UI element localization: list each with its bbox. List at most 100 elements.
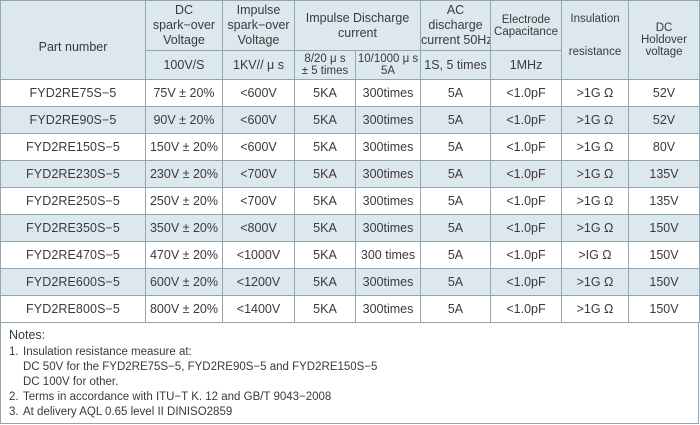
table-row: FYD2RE90S−5 90V ± 20% <600V 5KA 300times 5A <1… [0,106,700,134]
cell-part-number: FYD2RE600S−5 [0,268,146,296]
cell-discharge-8-20: 5KA [294,295,356,323]
cell-discharge-10-1000: 300times [354,79,422,107]
table-row: FYD2RE470S−5 470V ± 20% <1000V 5KA 300 times… [0,241,700,269]
cell-dc-holdover: 52V [628,79,700,107]
header-electrode-line2: Capacitance [494,25,558,38]
cell-insulation: >1G Ω [561,133,630,161]
table-row: FYD2RE75S−5 75V ± 20% <600V 5KA 300times 5A <1… [0,79,700,107]
cell-dc-spark-voltage: 75V ± 20% [145,79,223,107]
header-dc-spark-unit: 100V/S [145,50,223,80]
cell-discharge-8-20: 5KA [294,160,356,188]
cell-part-number: FYD2RE470S−5 [0,241,146,269]
cell-discharge-10-1000: 300times [354,133,422,161]
header-insulation-line1: Insulation [570,13,620,25]
cell-part-number: FYD2RE350S−5 [0,214,146,242]
notes-title: Notes: [9,328,46,342]
cell-part-number: FYD2RE90S−5 [0,106,146,134]
header-impulse-discharge-line1: Impulse Discharge [305,10,410,25]
header-dc-spark-line1: DC [174,3,194,17]
cell-dc-spark-voltage: 800V ± 20% [145,295,223,323]
header-impulse-discharge-line2: current [338,25,377,40]
cell-impulse-spark-voltage: <700V [222,187,295,215]
header-ac-line2: discharge [428,18,483,32]
notes-section: Notes: 1. Insulation resistance measure … [0,322,699,424]
note-text-2: Terms in accordance with ITU−T K. 12 and… [23,391,332,403]
cell-capacitance: <1.0pF [490,106,563,134]
table-row: FYD2RE250S−5 250V ± 20% <700V 5KA 300times 5A… [0,187,700,215]
note-item-1: 1. Insulation resistance measure at: [9,345,698,360]
header-impulse-sub1-line2: ± 5 times [301,65,349,77]
header-impulse-sub1: 8/20 μ s ± 5 times [294,50,356,80]
cell-capacitance: <1.0pF [490,160,563,188]
cell-insulation: >1G Ω [561,187,630,215]
cell-impulse-spark-voltage: <600V [222,79,295,107]
cell-insulation: >IG Ω [561,241,630,269]
cell-part-number: FYD2RE800S−5 [0,295,146,323]
cell-dc-spark-voltage: 250V ± 20% [145,187,223,215]
cell-discharge-10-1000: 300times [354,268,422,296]
cell-ac-discharge: 5A [420,160,492,188]
header-dc-spark-line2: spark−over [152,18,216,32]
header-impulse-discharge: Impulse Discharge current [293,0,422,51]
header-dc-holdover-line3: voltage [645,46,683,58]
cell-dc-spark-voltage: 230V ± 20% [145,160,223,188]
cell-dc-holdover: 150V [628,241,700,269]
note-sub-1b: DC 100V for other. [23,376,119,388]
cell-part-number: FYD2RE150S−5 [0,133,146,161]
cell-impulse-spark-voltage: <600V [222,106,295,134]
header-impulse-spark-unit: 1KV// μ s [222,50,295,80]
cell-capacitance: <1.0pF [490,268,563,296]
cell-part-number: FYD2RE75S−5 [0,79,146,107]
header-part-number: Part number [0,0,146,80]
cell-discharge-10-1000: 300 times [354,241,422,269]
cell-dc-holdover: 135V [628,160,700,188]
cell-discharge-8-20: 5KA [294,214,356,242]
header-impulse-sub1-line1: 8/20 μ s [304,53,346,65]
cell-dc-spark-voltage: 470V ± 20% [145,241,223,269]
header-impulse-spark-line3: Voltage [237,33,280,47]
cell-discharge-8-20: 5KA [294,268,356,296]
header-impulse-sub2-line1: 10/1000 μ s [357,53,419,65]
cell-discharge-8-20: 5KA [294,106,356,134]
note-number-2: 2. [9,391,19,403]
table-row: FYD2RE150S−5 150V ± 20% <600V 5KA 300times 5A… [0,133,700,161]
cell-dc-holdover: 150V [628,214,700,242]
header-impulse-spark-line2: spark−over [227,18,290,32]
cell-dc-holdover: 150V [628,268,700,296]
cell-part-number: FYD2RE250S−5 [0,187,146,215]
cell-impulse-spark-voltage: <600V [222,133,295,161]
header-impulse-spark: Impulse spark−over Voltage [222,0,295,51]
header-ac-discharge: AC discharge current 50Hz [420,0,492,51]
table-row: FYD2RE800S−5 800V ± 20% <1400V 5KA 300times 5… [0,295,700,323]
cell-impulse-spark-voltage: <1000V [222,241,295,269]
note-number-3: 3. [9,406,19,418]
header-impulse-sub2-line2: 5A [380,65,396,77]
spec-table: Part number DC spark−over Voltage Impuls… [0,0,700,323]
cell-impulse-spark-voltage: <800V [222,214,295,242]
table-body: FYD2RE75S−5 75V ± 20% <600V 5KA 300times 5A <1… [0,79,700,323]
table-row: FYD2RE230S−5 230V ± 20% <700V 5KA 300times 5A… [0,160,700,188]
cell-ac-discharge: 5A [420,268,492,296]
cell-impulse-spark-voltage: <700V [222,160,295,188]
header-electrode: Electrode Capacitance [490,0,563,51]
header-impulse-spark-line1: Impulse [236,3,281,17]
header-dc-holdover: DC Holdover voltage [628,0,700,80]
cell-dc-spark-voltage: 90V ± 20% [145,106,223,134]
cell-ac-discharge: 5A [420,79,492,107]
cell-insulation: >1G Ω [561,106,630,134]
cell-insulation: >1G Ω [561,214,630,242]
header-dc-spark-line3: Voltage [163,33,205,47]
cell-ac-discharge: 5A [420,241,492,269]
header-dc-holdover-line1: DC [655,22,673,34]
header-insulation-line2: resistance [568,46,622,58]
header-electrode-unit: 1MHz [490,50,563,80]
cell-ac-discharge: 5A [420,187,492,215]
note-sub-1a: DC 50V for the FYD2RE75S−5, FYD2RE90S−5 … [23,361,378,373]
note-text-3: At delivery AQL 0.65 level II DINISO2859 [23,406,233,418]
cell-insulation: >1G Ω [561,268,630,296]
header-dc-holdover-line2: Holdover [641,34,688,46]
cell-capacitance: <1.0pF [490,79,563,107]
note-item-3: 3. At delivery AQL 0.65 level II DINISO2… [9,405,698,420]
cell-insulation: >1G Ω [561,79,630,107]
header-part-number-label: Part number [38,39,108,54]
